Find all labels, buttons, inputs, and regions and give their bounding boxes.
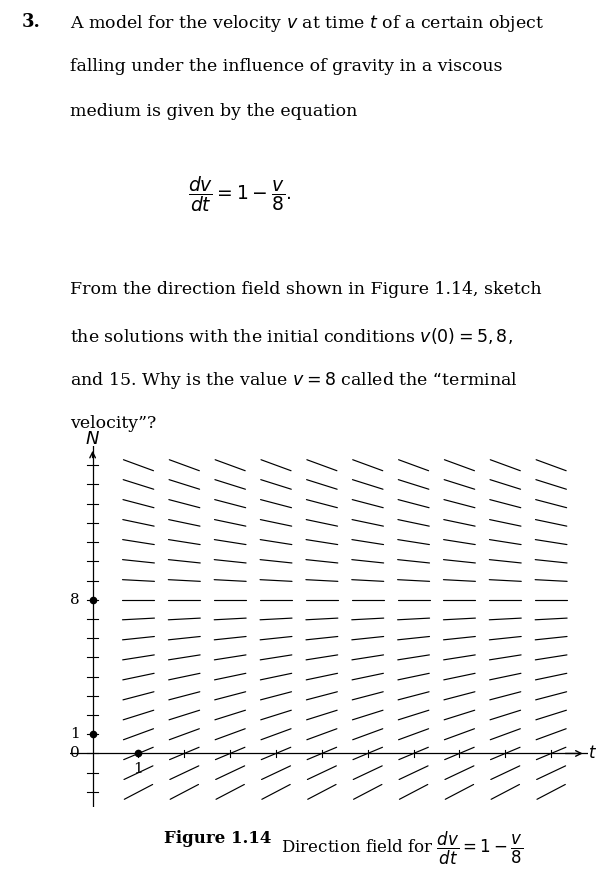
Text: medium is given by the equation: medium is given by the equation <box>70 103 357 120</box>
Text: A model for the velocity $v$ at time $t$ of a certain object: A model for the velocity $v$ at time $t$… <box>70 13 544 35</box>
Text: Figure 1.14: Figure 1.14 <box>164 830 271 847</box>
Text: 1: 1 <box>70 727 80 741</box>
Text: velocity”?: velocity”? <box>70 415 156 432</box>
Text: and 15. Why is the value $v = 8$ called the “terminal: and 15. Why is the value $v = 8$ called … <box>70 370 518 392</box>
Text: $N$: $N$ <box>85 430 100 448</box>
Text: 8: 8 <box>70 592 80 607</box>
Text: the solutions with the initial conditions $v(0) = 5, 8,$: the solutions with the initial condition… <box>70 326 513 345</box>
Text: From the direction field shown in Figure 1.14, sketch: From the direction field shown in Figure… <box>70 281 541 298</box>
Text: Direction field for $\dfrac{dv}{dt} = 1 - \dfrac{v}{8}$: Direction field for $\dfrac{dv}{dt} = 1 … <box>276 830 523 867</box>
Text: 1: 1 <box>133 762 144 776</box>
Text: $t$: $t$ <box>588 745 597 762</box>
Text: 0: 0 <box>70 747 80 761</box>
Text: 3.: 3. <box>21 13 40 31</box>
Text: falling under the influence of gravity in a viscous: falling under the influence of gravity i… <box>70 58 502 75</box>
Text: $\dfrac{dv}{dt} = 1 - \dfrac{v}{8}.$: $\dfrac{dv}{dt} = 1 - \dfrac{v}{8}.$ <box>188 174 291 214</box>
